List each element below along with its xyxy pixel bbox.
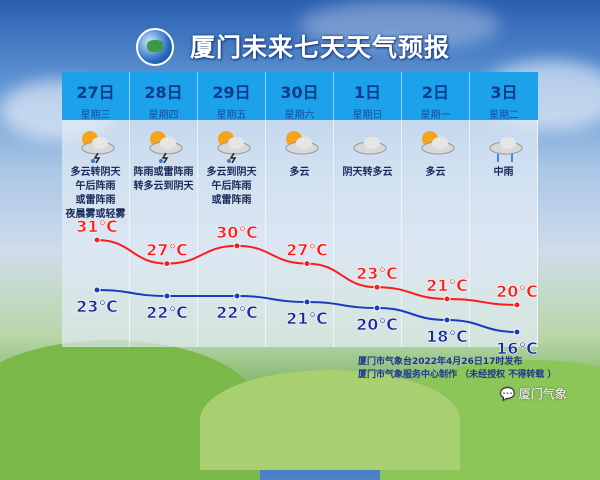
weekday-label: 星期四 [148, 110, 179, 121]
forecast-panel: 27日 星期三 28日 星期四 29日 星期五 30日 星期六 1日 星期日 2日 星期一 3日 星期二 … [62, 72, 538, 347]
date-label: 27日 [76, 83, 115, 102]
weekday-label: 星期五 [216, 110, 247, 121]
weekday-label: 星期二 [489, 110, 519, 121]
weekday-label: 星期三 [80, 110, 111, 121]
day-header: 28日星期四 [130, 72, 198, 121]
day-header: 27日星期三 [62, 72, 130, 121]
producer-info: 厦门市气象服务中心制作 （未经授权 不得转载 ） [358, 370, 557, 380]
day-column: 阴天转多云 [334, 120, 402, 347]
logo-globe [136, 28, 174, 66]
weekday-label: 星期日 [352, 110, 383, 121]
date-label: 2日 [421, 83, 450, 102]
date-label: 30日 [280, 83, 319, 102]
day-column: 多云 [266, 120, 334, 347]
page-title: 厦门未来七天天气预报 [190, 33, 451, 62]
partly-cloudy-icon [278, 126, 322, 166]
day-header: 1日星期日 [334, 72, 402, 121]
weather-desc: 多云 [289, 167, 310, 178]
partly-cloudy-icon [414, 126, 458, 166]
day-header: 30日星期六 [266, 72, 334, 121]
weather-desc: 中雨 [493, 167, 514, 178]
forecast-columns: 多云转阴天 午后阵雨 或雷阵雨 夜晨雾或轻雾 阵雨或雷阵雨 转多云到阴天 多云到阴天… [62, 120, 538, 347]
day-column: 多云到阴天 午后阵雨 或雷阵雨 [198, 120, 266, 347]
day-column: 多云转阴天 午后阵雨 或雷阵雨 夜晨雾或轻雾 [62, 120, 130, 347]
wechat-watermark: 💬 厦门气象 [500, 385, 567, 402]
weather-desc: 阵雨或雷阵雨 转多云到阴天 [133, 167, 194, 192]
weather-desc: 多云到阴天 午后阵雨 或雷阵雨 [206, 167, 257, 206]
weather-desc: 多云 [425, 167, 446, 178]
sun-cloud-thunder-rain-icon [142, 126, 186, 166]
day-column: 中雨 [470, 120, 538, 347]
weekday-label: 星期一 [420, 110, 451, 121]
day-header: 2日星期一 [402, 72, 470, 121]
day-column: 阵雨或雷阵雨 转多云到阴天 [130, 120, 198, 347]
sun-cloud-thunder-rain-icon [74, 126, 118, 166]
date-label: 3日 [490, 83, 518, 102]
weekday-label: 星期六 [284, 110, 315, 121]
day-header: 3日星期二 [470, 72, 538, 121]
issue-info: 厦门市气象台2022年4月26日17时发布 [358, 357, 523, 367]
rain-icon [482, 126, 526, 166]
weather-desc: 多云转阴天 午后阵雨 或雷阵雨 夜晨雾或轻雾 [65, 167, 126, 220]
date-label: 1日 [353, 83, 382, 102]
cloud-icon [346, 126, 390, 166]
wechat-icon: 💬 [500, 387, 515, 401]
date-label: 29日 [212, 83, 251, 102]
date-label: 28日 [144, 83, 183, 102]
date-header: 27日 星期三 28日 星期四 29日 星期五 30日 星期六 1日 星期日 2日 星期一 3日 星期二 [62, 72, 538, 121]
day-column: 多云 [402, 120, 470, 347]
sun-cloud-thunder-rain-icon [210, 126, 254, 166]
watermark-text: 厦门气象 [518, 387, 567, 401]
day-header: 29日星期五 [198, 72, 266, 121]
weather-desc: 阴天转多云 [342, 167, 393, 178]
